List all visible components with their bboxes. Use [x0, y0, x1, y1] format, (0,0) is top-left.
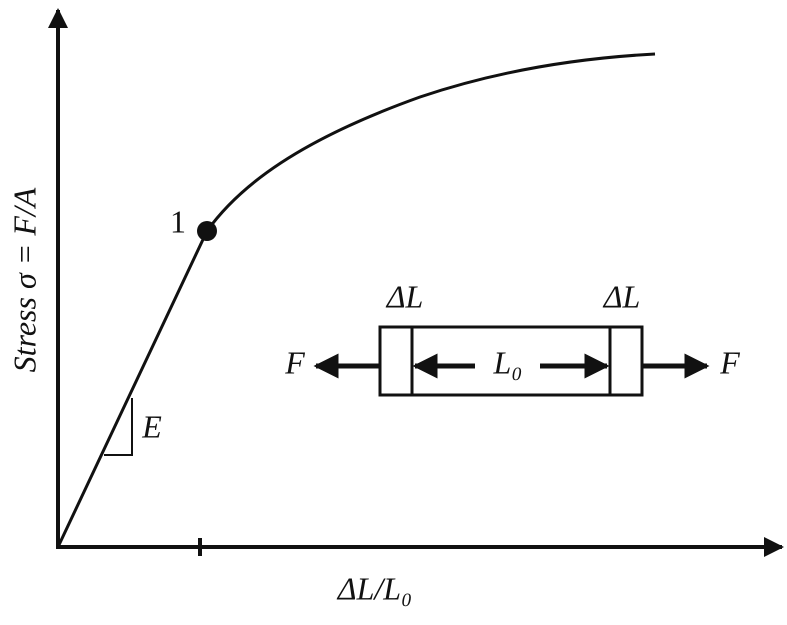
length-label: L₀	[493, 344, 523, 380]
stress-strain-curve	[56, 52, 656, 548]
slope-label: E	[141, 408, 162, 444]
slope-triangle	[104, 398, 133, 456]
force-label: F	[719, 344, 740, 380]
extension-label: ΔL	[602, 278, 641, 314]
point-label: 1	[170, 203, 186, 239]
y-axis-label: Stress σ = F/A	[6, 187, 42, 372]
extension-label: ΔL	[385, 278, 424, 314]
specimen	[378, 325, 644, 397]
force-label: F	[284, 344, 305, 380]
x-axis-label: ΔL/L₀	[336, 570, 412, 606]
yield-point	[197, 221, 217, 241]
